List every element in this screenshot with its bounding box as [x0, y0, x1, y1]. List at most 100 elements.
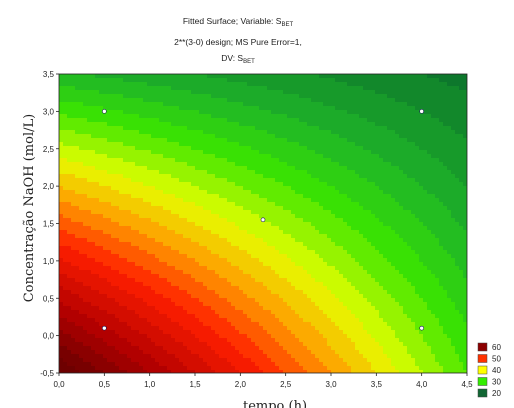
contour-cell	[227, 306, 232, 311]
contour-cell	[279, 174, 284, 179]
contour-cell	[75, 118, 80, 123]
contour-cell	[175, 138, 180, 143]
contour-cell	[115, 74, 120, 79]
contour-cell	[319, 290, 324, 295]
contour-cell	[235, 342, 240, 347]
contour-cell	[319, 294, 324, 299]
contour-cell	[279, 74, 284, 79]
contour-cell	[163, 290, 168, 295]
contour-cell	[319, 326, 324, 331]
contour-cell	[215, 262, 220, 267]
contour-cell	[255, 122, 260, 127]
contour-cell	[131, 230, 136, 235]
contour-cell	[243, 314, 248, 319]
contour-cell	[187, 306, 192, 311]
contour-cell	[207, 234, 212, 239]
contour-cell	[319, 334, 324, 339]
contour-cell	[147, 122, 152, 127]
contour-cell	[291, 310, 296, 315]
contour-cell	[299, 90, 304, 95]
contour-cell	[131, 110, 136, 115]
contour-cell	[187, 266, 192, 271]
contour-cell	[183, 142, 188, 147]
contour-cell	[227, 182, 232, 187]
contour-cell	[187, 334, 192, 339]
contour-cell	[275, 258, 280, 263]
contour-cell	[87, 102, 92, 107]
contour-cell	[287, 298, 292, 303]
contour-cell	[203, 290, 208, 295]
contour-cell	[295, 298, 300, 303]
contour-cell	[243, 334, 248, 339]
contour-cell	[135, 202, 140, 207]
contour-cell	[103, 346, 108, 351]
contour-cell	[135, 258, 140, 263]
contour-cell	[99, 366, 104, 371]
contour-cell	[259, 250, 264, 255]
contour-cell	[175, 126, 180, 131]
contour-cell	[247, 174, 252, 179]
contour-cell	[275, 198, 280, 203]
contour-cell	[219, 318, 224, 323]
contour-cell	[279, 342, 284, 347]
contour-cell	[95, 358, 100, 363]
contour-cell	[179, 278, 184, 283]
contour-cell	[179, 302, 184, 307]
contour-cell	[127, 282, 132, 287]
contour-cell	[135, 86, 140, 91]
contour-cell	[211, 274, 216, 279]
contour-cell	[83, 234, 88, 239]
contour-cell	[195, 246, 200, 251]
contour-cell	[311, 250, 316, 255]
contour-cell	[83, 222, 88, 227]
contour-cell	[99, 322, 104, 327]
contour-cell	[199, 102, 204, 107]
contour-cell	[143, 150, 148, 155]
contour-cell	[247, 282, 252, 287]
contour-cell	[163, 110, 168, 115]
contour-cell	[87, 322, 92, 327]
contour-cell	[87, 182, 92, 187]
contour-cell	[123, 234, 128, 239]
contour-cell	[163, 238, 168, 243]
contour-cell	[127, 266, 132, 271]
contour-cell	[119, 126, 124, 131]
contour-cell	[151, 98, 156, 103]
contour-cell	[163, 98, 168, 103]
contour-cell	[215, 334, 220, 339]
contour-cell	[279, 194, 284, 199]
contour-cell	[171, 150, 176, 155]
contour-cell	[127, 74, 132, 79]
contour-cell	[235, 158, 240, 163]
contour-cell	[99, 362, 104, 367]
contour-cell	[79, 318, 84, 323]
contour-cell	[235, 106, 240, 111]
contour-cell	[243, 194, 248, 199]
contour-cell	[131, 134, 136, 139]
contour-cell	[75, 206, 80, 211]
contour-cell	[83, 138, 88, 143]
contour-cell	[67, 326, 72, 331]
contour-cell	[271, 270, 276, 275]
contour-cell	[303, 238, 308, 243]
contour-cell	[99, 330, 104, 335]
contour-cell	[251, 362, 256, 367]
contour-cell	[79, 118, 84, 123]
contour-cell	[243, 202, 248, 207]
contour-cell	[251, 286, 256, 291]
contour-cell	[287, 310, 292, 315]
contour-cell	[111, 166, 116, 171]
contour-cell	[107, 146, 112, 151]
contour-cell	[123, 178, 128, 183]
contour-cell	[251, 118, 256, 123]
contour-cell	[163, 258, 168, 263]
contour-cell	[287, 162, 292, 167]
contour-cell	[227, 78, 232, 83]
contour-cell	[247, 90, 252, 95]
contour-cell	[151, 170, 156, 175]
contour-cell	[111, 202, 116, 207]
contour-cell	[203, 78, 208, 83]
contour-cell	[239, 198, 244, 203]
contour-cell	[87, 122, 92, 127]
contour-cell	[235, 214, 240, 219]
